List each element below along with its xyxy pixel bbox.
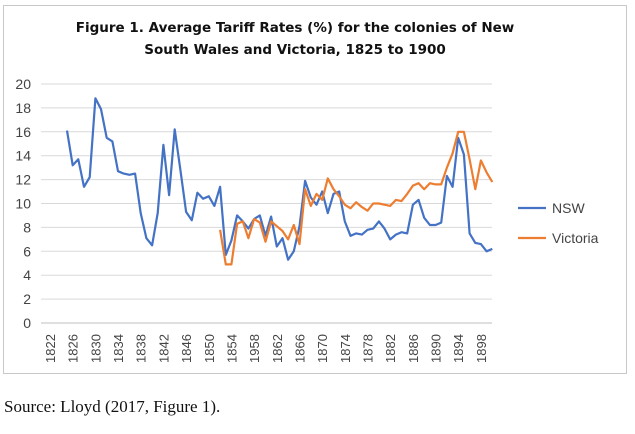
x-tick-label: 1826	[66, 334, 81, 363]
x-tick-label: 1862	[270, 334, 285, 363]
x-tick-label: 1854	[224, 334, 239, 363]
y-tick-label: 16	[15, 124, 31, 140]
y-tick-label: 6	[23, 243, 31, 259]
x-tick-label: 1886	[406, 334, 421, 363]
x-tick-label: 1850	[202, 334, 217, 363]
x-tick-label: 1838	[134, 334, 149, 363]
x-tick-label: 1890	[429, 334, 444, 363]
y-tick-label: 20	[15, 76, 31, 92]
x-tick-label: 1870	[315, 334, 330, 363]
chart-frame	[3, 5, 627, 374]
x-tick-label: 1878	[361, 334, 376, 363]
legend-label-nsw: NSW	[552, 200, 585, 216]
x-tick-label: 1866	[292, 334, 307, 363]
title-line-1: Figure 1. Average Tariff Rates (%) for t…	[75, 20, 515, 36]
x-tick-label: 1822	[43, 334, 58, 363]
x-tick-label: 1958	[247, 334, 262, 363]
y-tick-label: 14	[15, 148, 31, 164]
y-tick-label: 18	[15, 100, 31, 116]
y-tick-label: 8	[23, 219, 31, 235]
y-tick-label: 0	[23, 315, 31, 331]
series-line-victoria	[219, 130, 494, 266]
chart-title: Figure 1. Average Tariff Rates (%) for t…	[60, 17, 530, 61]
legend-label-victoria: Victoria	[552, 230, 599, 246]
x-tick-label: 1830	[88, 334, 103, 363]
y-tick-label: 4	[23, 267, 31, 283]
y-tick-label: 12	[15, 172, 31, 188]
y-tick-label: 2	[23, 291, 31, 307]
y-tick-label: 10	[15, 196, 31, 212]
x-tick-label: 1894	[451, 334, 466, 363]
x-tick-label: 1842	[156, 334, 171, 363]
title-line-2: South Wales and Victoria, 1825 to 1900	[144, 42, 446, 58]
x-tick-label: 1898	[474, 334, 489, 363]
x-tick-label: 1874	[338, 334, 353, 363]
x-tick-label: 1834	[111, 334, 126, 363]
x-tick-label: 1846	[179, 334, 194, 363]
x-tick-label: 1882	[383, 334, 398, 363]
source-caption: Source: Lloyd (2017, Figure 1).	[4, 397, 221, 416]
series-line-nsw	[65, 97, 493, 261]
